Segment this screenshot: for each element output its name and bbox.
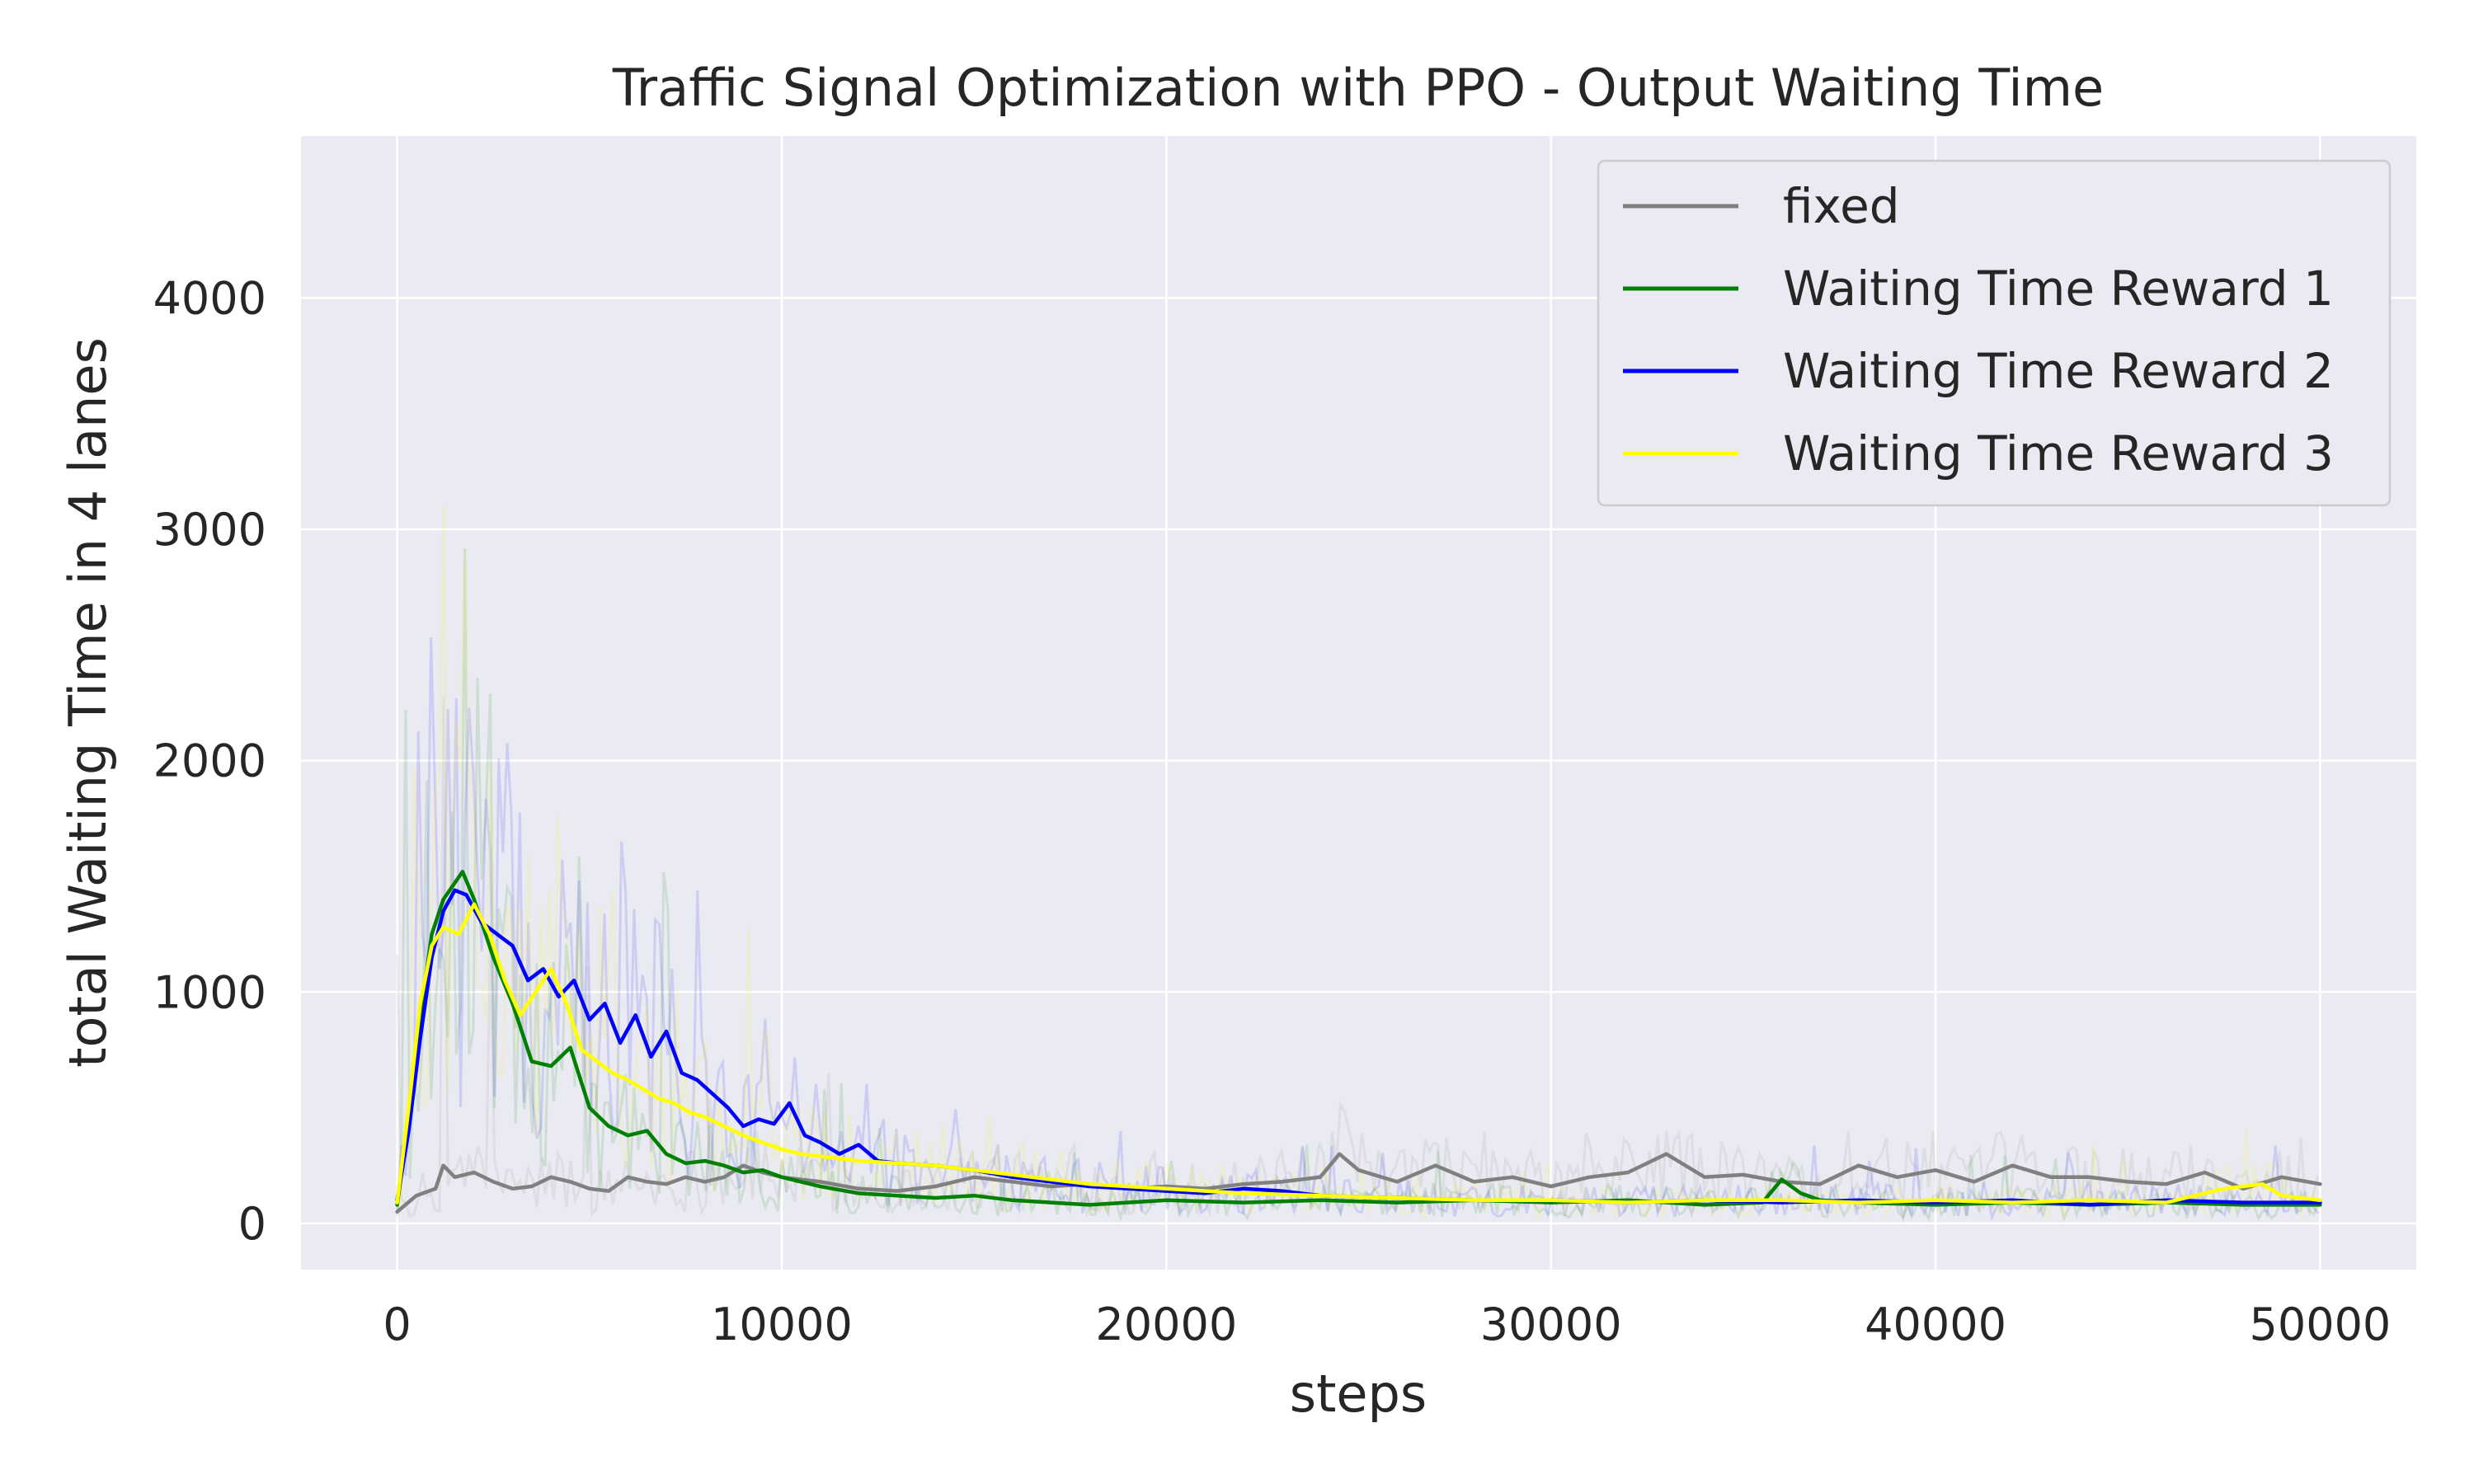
x-axis-label: steps	[1290, 1364, 1427, 1424]
y-tick-label: 1000	[153, 966, 266, 1018]
legend-label: Waiting Time Reward 3	[1783, 425, 2334, 481]
y-tick-label: 3000	[153, 504, 266, 556]
y-axis-label: total Waiting Time in 4 lanes	[58, 337, 118, 1068]
series-line	[395, 1152, 2322, 1214]
chart-title: Traffic Signal Optimization with PPO - O…	[612, 58, 2104, 118]
series-lines	[395, 870, 2322, 1214]
raw-trace	[396, 697, 2320, 1219]
x-tick-labels: 0 10000 20000 30000 40000 50000	[383, 1298, 2391, 1350]
x-tick-label: 10000	[711, 1298, 853, 1350]
x-tick-label: 30000	[1480, 1298, 1622, 1350]
raw-trace	[396, 505, 2320, 1223]
legend: fixed Waiting Time Reward 1 Waiting Time R…	[1597, 159, 2392, 507]
legend-label: Waiting Time Reward 1	[1783, 261, 2334, 317]
x-tick-label: 40000	[1865, 1298, 2006, 1350]
legend-label: Waiting Time Reward 2	[1783, 343, 2334, 399]
series-line	[395, 870, 2322, 1207]
x-tick-label: 0	[383, 1298, 411, 1350]
y-tick-labels: 0 1000 2000 3000 4000	[153, 272, 266, 1249]
legend-box	[1597, 159, 2392, 507]
raw-trace	[396, 636, 2319, 1223]
y-tick-label: 2000	[153, 735, 266, 787]
x-tick-label: 20000	[1095, 1298, 1237, 1350]
y-tick-label: 4000	[153, 272, 266, 324]
raw-noise-traces	[396, 505, 2320, 1223]
legend-label: fixed	[1783, 178, 1900, 234]
series-line	[395, 902, 2322, 1205]
y-tick-label: 0	[238, 1198, 266, 1250]
x-tick-label: 50000	[2250, 1298, 2392, 1350]
